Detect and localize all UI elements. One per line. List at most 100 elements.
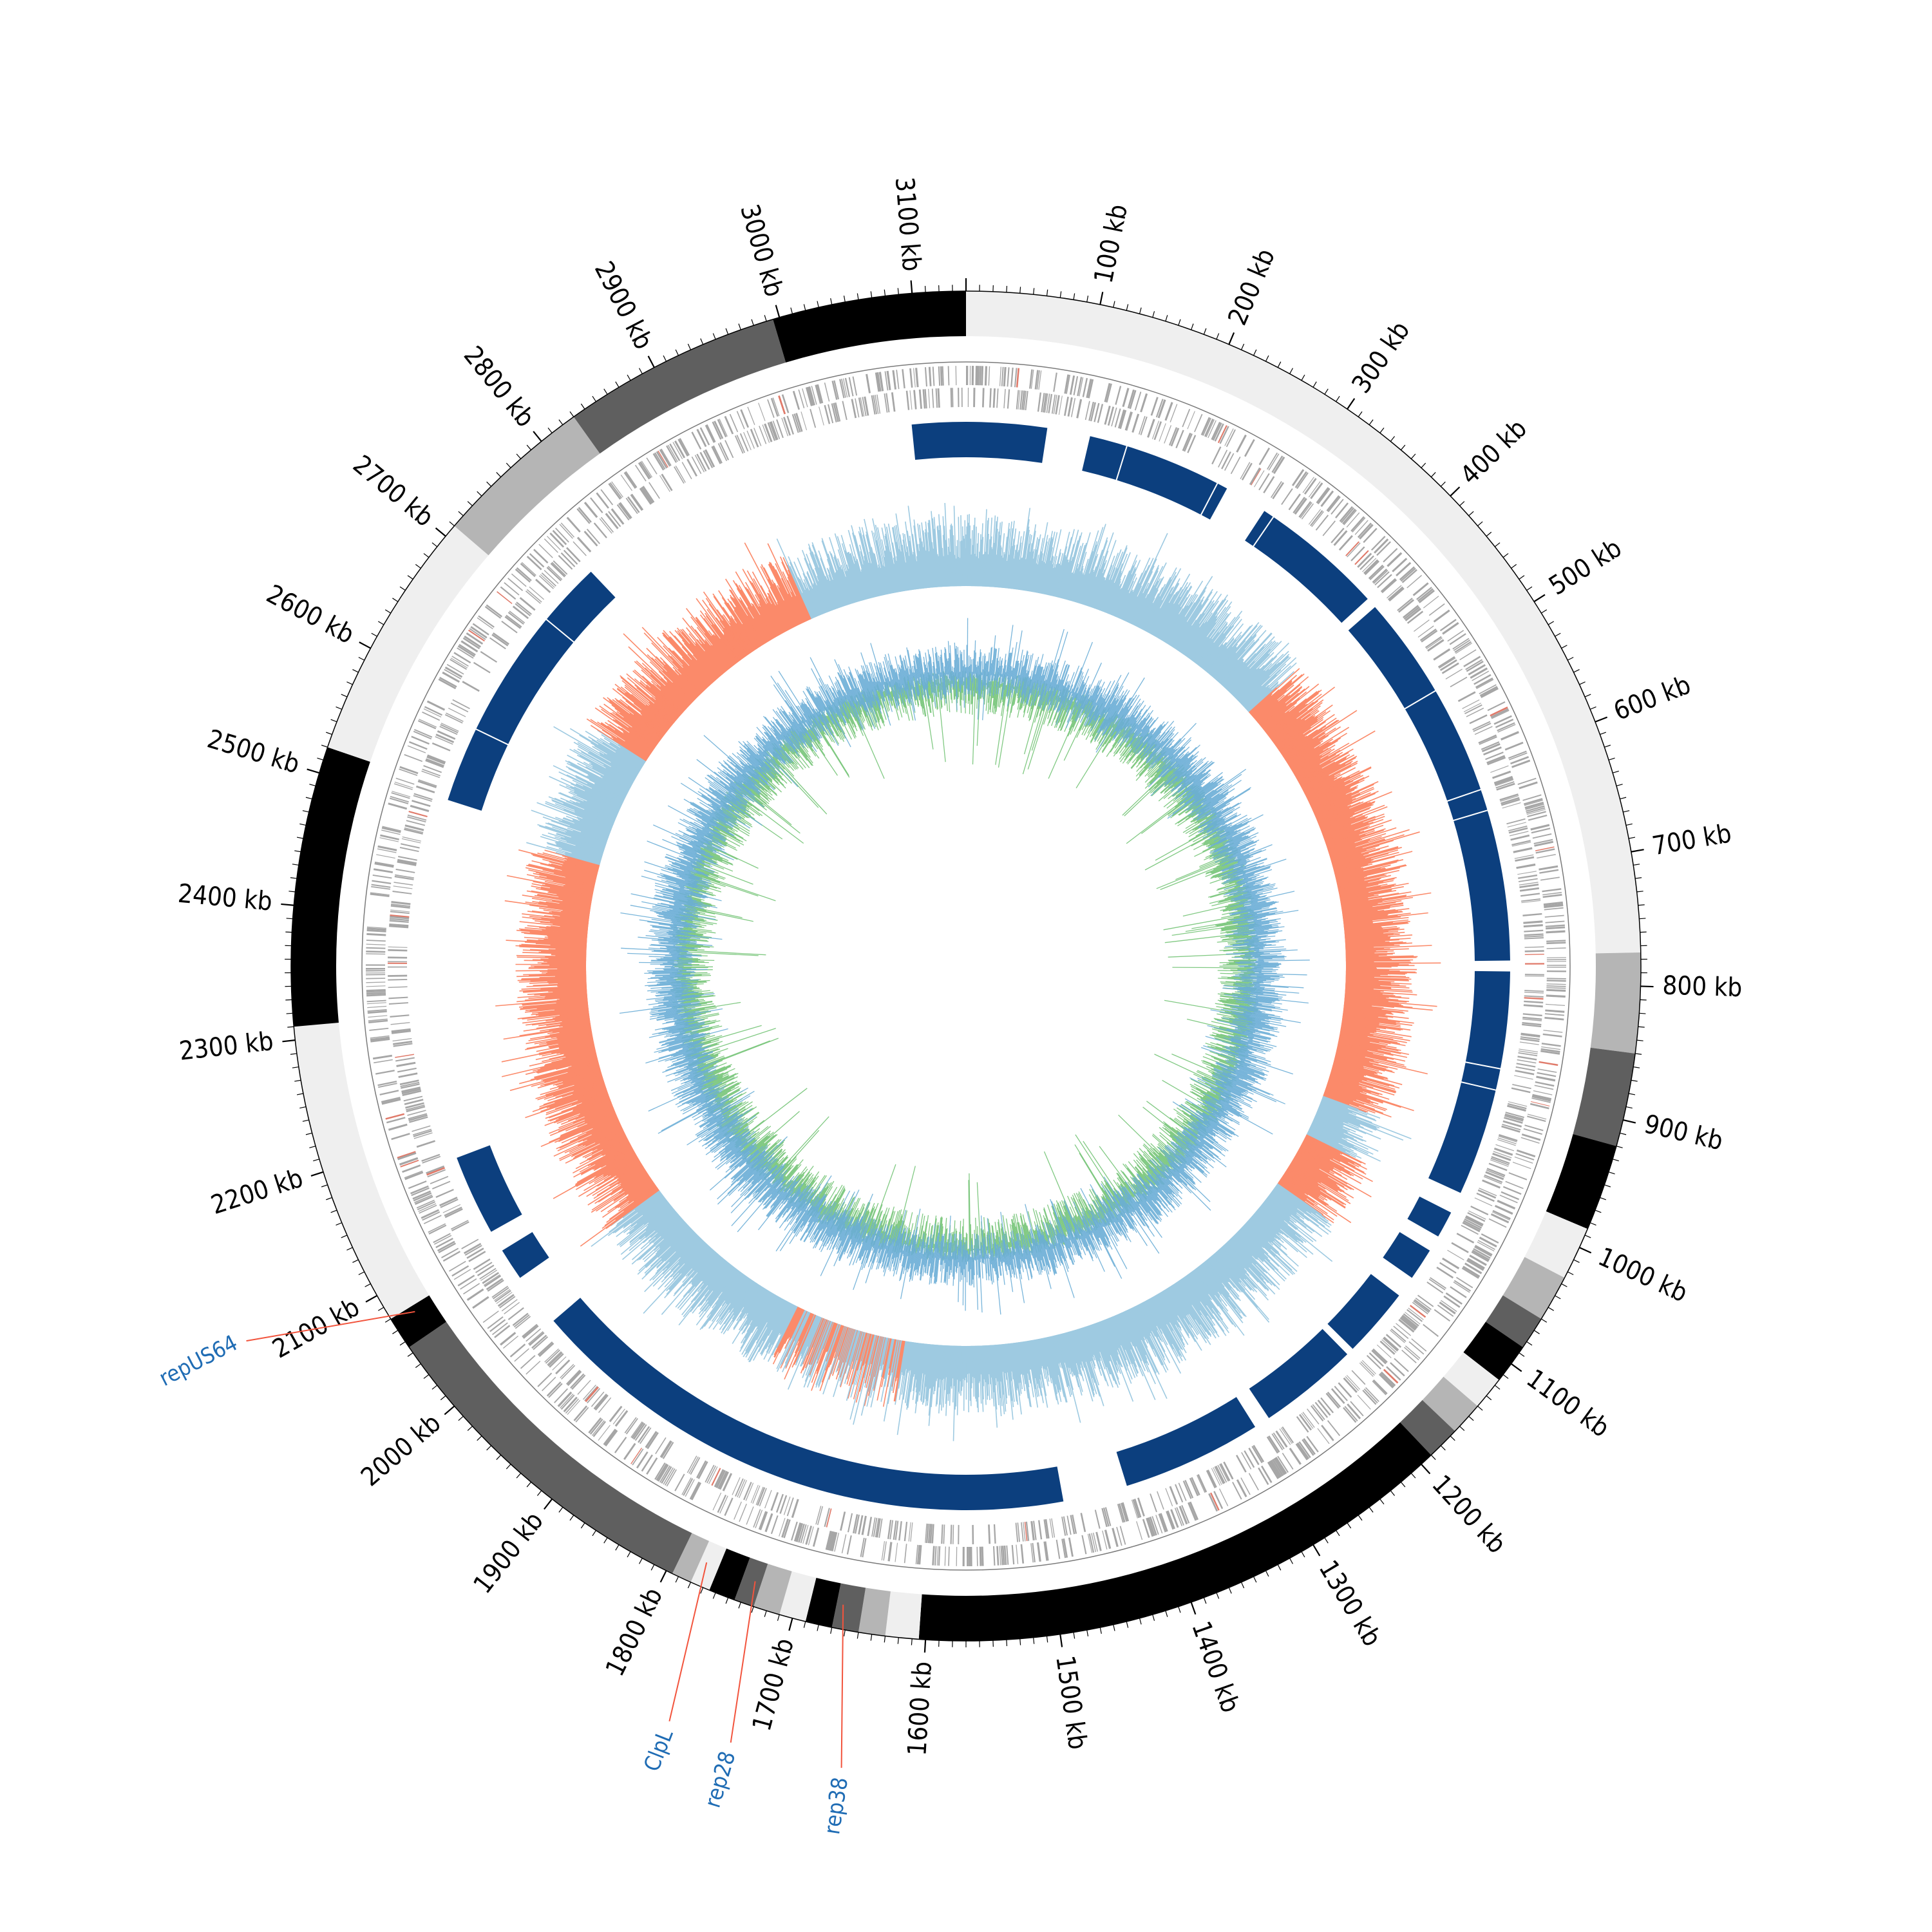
coverage-bar (739, 1150, 759, 1167)
coverage-bar (686, 1057, 715, 1068)
gc-content-bar (1224, 891, 1251, 900)
coverage-track (619, 618, 1310, 1315)
coverage-bar (779, 1175, 795, 1195)
gc-content-bar (1229, 934, 1249, 938)
gc-content-bar (1104, 1180, 1121, 1206)
coverage-bar (1087, 1218, 1099, 1242)
coverage-bar (878, 1238, 884, 1253)
coverage-bar (654, 1021, 696, 1031)
gc-content-bar (1077, 1215, 1084, 1228)
coverage-bar (789, 1191, 809, 1219)
coverage-bar (702, 1104, 731, 1122)
coverage-bar (1038, 666, 1048, 697)
coverage-bar (914, 1244, 920, 1271)
coverage-bar (1150, 739, 1156, 746)
coverage-bar (708, 1105, 712, 1108)
gc-content-bar (904, 1212, 913, 1250)
coverage-bar (766, 1175, 799, 1217)
coverage-bar (1172, 1101, 1232, 1141)
gc-content-bar (907, 1223, 914, 1247)
coverage-bar (1212, 1112, 1221, 1119)
coverage-bar (1050, 1198, 1075, 1265)
gc-content-bar (678, 1020, 721, 1030)
coverage-bar (1197, 1123, 1216, 1137)
coverage-bar (652, 925, 692, 932)
coverage-bar (699, 1106, 733, 1128)
coverage-bar (1202, 1113, 1235, 1133)
coverage-bar (668, 1043, 684, 1048)
coverage-bar (706, 1115, 717, 1121)
coverage-bar (1188, 786, 1202, 797)
gc-content-bar (987, 1231, 990, 1255)
coverage-bar (1053, 663, 1068, 706)
coverage-bar (1238, 1018, 1269, 1025)
coverage-bar (1242, 1045, 1264, 1052)
coverage-bar (1086, 681, 1105, 719)
coverage-bar (947, 1215, 951, 1273)
coverage-bar (1039, 660, 1054, 707)
coverage-bar (1205, 1036, 1266, 1055)
coverage-bar (1210, 1009, 1265, 1020)
coverage-bar (1199, 1135, 1204, 1139)
gc-content-bar (987, 681, 992, 714)
coverage-bar (1198, 1128, 1216, 1141)
coverage-bar (1216, 806, 1231, 816)
coverage-bar (1155, 1179, 1180, 1206)
coverage-bar (910, 1229, 918, 1264)
coverage-bar (1170, 746, 1184, 760)
coverage-bar (1211, 825, 1224, 832)
coverage-bar (813, 1213, 831, 1243)
coverage-bar (644, 971, 696, 974)
gc-content-bar (1074, 1144, 1115, 1210)
coverage-bar (1106, 1188, 1132, 1229)
gc-content-bar (810, 1199, 813, 1204)
gc-content-bar (694, 868, 724, 880)
coverage-bar (883, 1239, 895, 1276)
coverage-bar (924, 1236, 930, 1267)
coverage-bar (1148, 739, 1173, 766)
gc-content-bar (697, 1040, 771, 1069)
coverage-bar (1192, 1126, 1206, 1137)
coverage-bar (1082, 1219, 1090, 1235)
coverage-bar (1171, 775, 1190, 792)
coverage-bar (1233, 918, 1258, 924)
gc-content-bar (1205, 847, 1229, 858)
coverage-bar (753, 1162, 771, 1180)
coverage-bar (1173, 755, 1194, 774)
coverage-bar (1218, 820, 1249, 838)
coverage-bar (1220, 826, 1227, 831)
coverage-bar (1212, 1074, 1237, 1086)
coverage-bar (920, 1252, 925, 1281)
coverage-bar (649, 1008, 678, 1014)
coverage-bar (1202, 1092, 1249, 1118)
gc-content-bar (812, 724, 815, 728)
coverage-bar (1146, 724, 1163, 745)
gc-content-bar (1001, 685, 1007, 716)
coverage-bar (658, 1095, 728, 1134)
gc-content-bar (813, 715, 826, 735)
gc-content-bar (1074, 1193, 1092, 1231)
coverage-bar (877, 1233, 889, 1269)
coverage-bar (1159, 1161, 1180, 1183)
coverage-bar (659, 943, 677, 945)
coverage-bar (1229, 1066, 1266, 1081)
coverage-bar (1236, 876, 1256, 884)
coverage-bar (1194, 779, 1224, 800)
gc-content-bar (1077, 1217, 1084, 1231)
coverage-bar (1101, 695, 1124, 732)
coverage-bar (683, 1045, 711, 1056)
gc-content-bar (1191, 827, 1226, 847)
coverage-bar (694, 1085, 706, 1092)
coverage-bar (1206, 815, 1237, 833)
gc-content-bar (720, 1108, 723, 1110)
coverage-bar (1223, 1092, 1251, 1106)
coverage-bar (885, 1224, 893, 1249)
coverage-bar (862, 1238, 865, 1245)
gc-content-bar (999, 683, 1003, 708)
gc-content-bar (1206, 838, 1221, 848)
coverage-bar (703, 1108, 752, 1141)
coverage-bar (664, 1016, 688, 1021)
gc-content-bar (889, 1209, 900, 1246)
coverage-bar (1245, 895, 1260, 900)
coverage-bar (744, 1165, 778, 1200)
